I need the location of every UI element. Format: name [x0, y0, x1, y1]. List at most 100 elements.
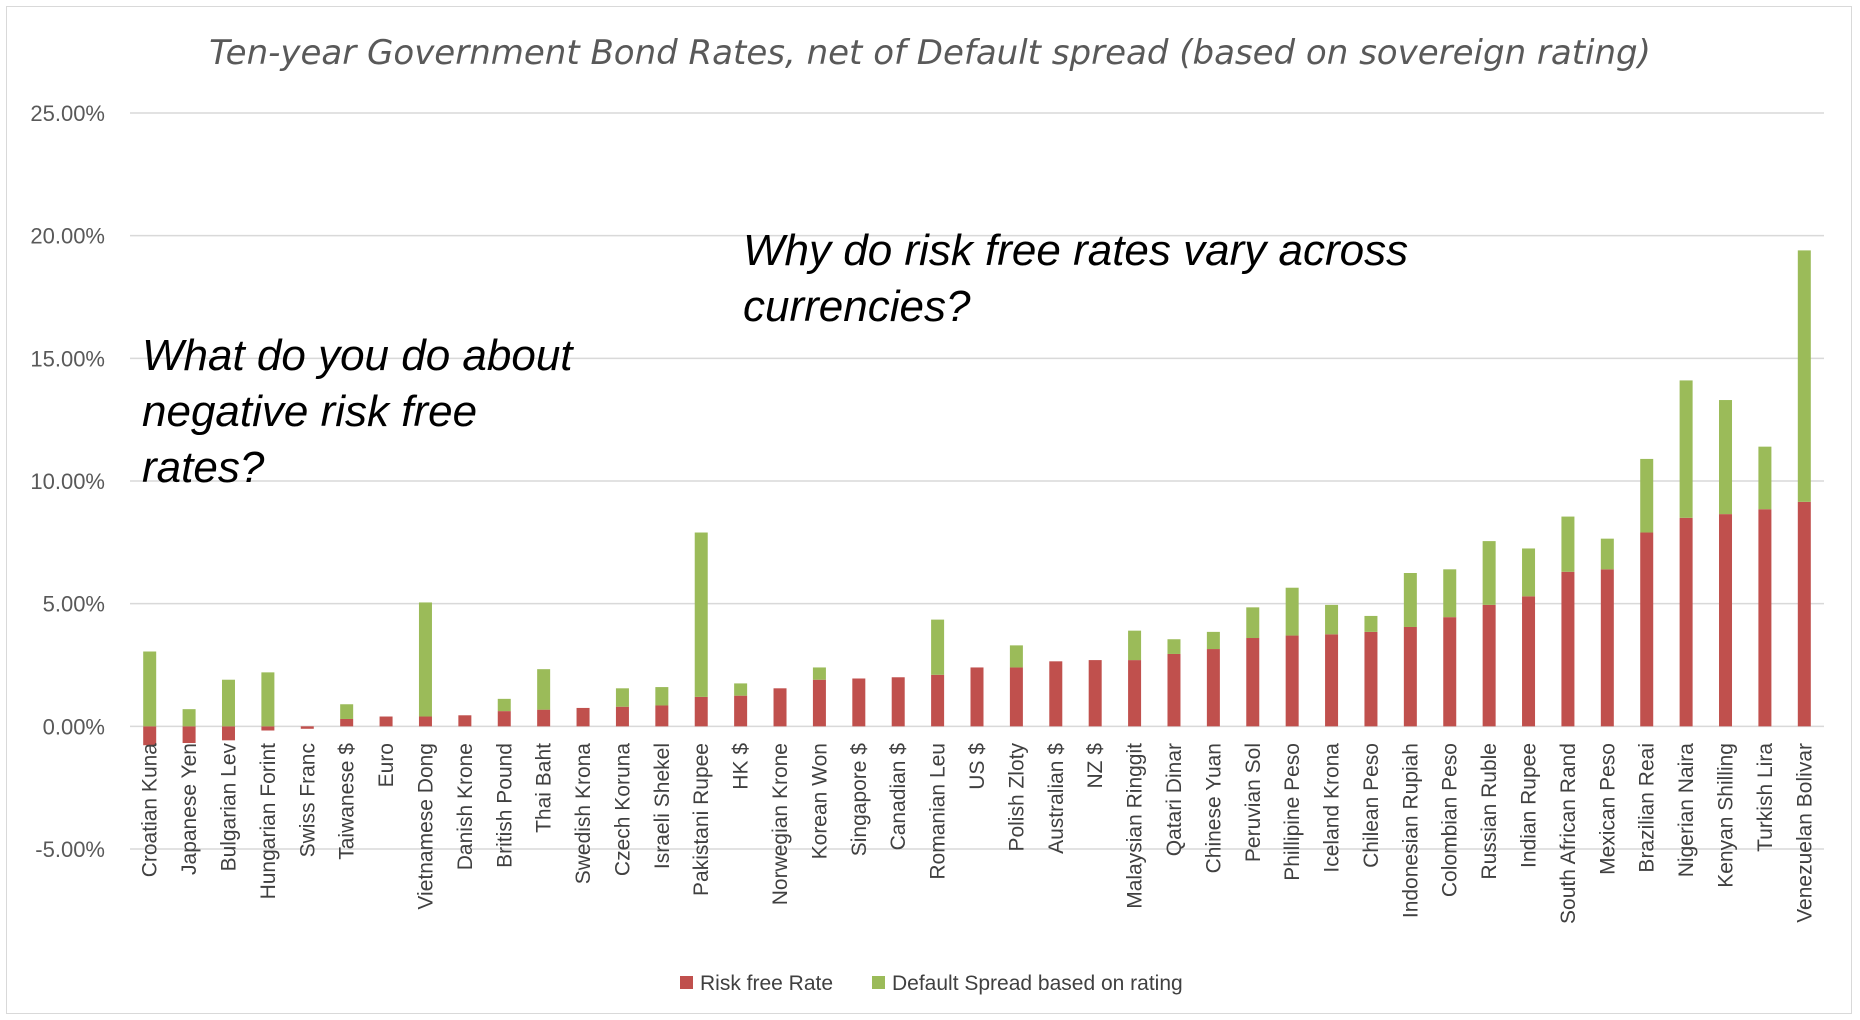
bar-default-spread-brazilian-reai — [1640, 458, 1654, 533]
bar-risk-free-malaysian-ringgit — [1128, 660, 1142, 727]
annotation-negative-rates: What do you do about negative risk free … — [142, 331, 585, 492]
bar-default-spread-mexican-peso — [1600, 538, 1614, 570]
bar-risk-free-turkish-lira — [1758, 509, 1772, 727]
x-category-label: Nigerian Naira — [1675, 743, 1698, 878]
bar-risk-free-canadian — [891, 677, 905, 727]
x-category-label: Mexican Peso — [1596, 743, 1619, 875]
bar-risk-free-israeli-shekel — [655, 705, 669, 727]
bar-risk-free-chinese-yuan — [1206, 649, 1220, 727]
bar-default-spread-nigerian-naira — [1679, 380, 1693, 518]
bar-default-spread-turkish-lira — [1758, 446, 1772, 510]
bar-risk-free-british-pound — [497, 711, 511, 727]
bars — [143, 250, 1811, 746]
annotation-currencies-line-2: currencies? — [743, 282, 971, 331]
x-category-label: Norwegian Krone — [769, 743, 792, 905]
bar-default-spread-phillipine-peso — [1285, 587, 1299, 636]
x-category-label: Indonesian Rupiah — [1399, 743, 1422, 918]
bar-risk-free-czech-koruna — [615, 706, 629, 727]
bar-default-spread-hk — [734, 683, 748, 696]
bar-default-spread-pakistani-rupee — [694, 532, 708, 697]
annotation-currencies: Why do risk free rates vary across curre… — [743, 226, 1420, 331]
bar-default-spread-indian-rupee — [1522, 548, 1536, 597]
y-axis-tick-labels: 25.00% 20.00% 15.00% 10.00% 5.00% 0.00% -5.00% — [30, 101, 105, 862]
bar-default-spread-israeli-shekel — [655, 687, 669, 706]
bar-default-spread-malaysian-ringgit — [1128, 630, 1142, 661]
y-tick-label: 0.00% — [43, 714, 105, 739]
x-category-label: Bulgarian Lev — [217, 743, 240, 872]
x-category-label: Hungarian Forint — [257, 743, 280, 900]
chart-frame — [6, 6, 1852, 1014]
bar-risk-free-swedish-krona — [576, 707, 590, 727]
bar-risk-free-danish-krone — [458, 715, 472, 727]
x-category-label: Czech Koruna — [611, 743, 634, 876]
x-category-label: Turkish Lira — [1754, 743, 1777, 852]
x-category-label: Vietnamese Dong — [414, 743, 437, 910]
x-category-label: Chinese Yuan — [1202, 743, 1225, 873]
legend-label-default-spread: Default Spread based on rating — [892, 972, 1183, 995]
bar-default-spread-kenyan-shilling — [1719, 400, 1733, 515]
bar-risk-free-singapore — [852, 678, 866, 727]
bar-risk-free-iceland-krona — [1325, 634, 1339, 727]
bar-risk-free-kenyan-shilling — [1719, 514, 1733, 727]
x-category-label: Israeli Shekel — [651, 743, 674, 869]
bar-risk-free-romanian-leu — [931, 674, 945, 727]
y-tick-label: 20.00% — [30, 224, 105, 249]
bar-default-spread-thai-baht — [537, 669, 551, 710]
x-category-label: Colombian Peso — [1439, 743, 1462, 897]
bar-default-spread-indonesian-rupiah — [1403, 573, 1417, 627]
bar-default-spread-japanese-yen — [182, 709, 196, 727]
x-category-label: HK $ — [730, 743, 753, 790]
bar-risk-free-venezuelan-bolivar — [1797, 501, 1811, 727]
annotation-negative-rates-line-2: negative risk free — [142, 387, 477, 436]
x-category-label: Korean Won — [808, 743, 831, 859]
bar-default-spread-korean-won — [812, 667, 826, 680]
bar-risk-free-australian — [1049, 661, 1063, 727]
x-category-label: Euro — [375, 743, 398, 787]
bar-risk-free-mexican-peso — [1600, 569, 1614, 727]
bar-risk-free-thai-baht — [537, 709, 551, 727]
bar-risk-free-hk — [734, 695, 748, 727]
bar-risk-free-qatari-dinar — [1167, 653, 1181, 727]
x-category-label: Brazilian Reai — [1636, 743, 1659, 873]
x-category-label: Polish Zloty — [1005, 743, 1028, 852]
x-category-label: Swedish Krona — [572, 743, 595, 885]
bar-default-spread-romanian-leu — [931, 619, 945, 675]
bar-default-spread-peruvian-sol — [1246, 607, 1260, 639]
annotation-negative-rates-line-3: rates? — [142, 443, 265, 492]
chart-title: Ten-year Government Bond Rates, net of D… — [209, 33, 1651, 73]
x-category-label: Iceland Krona — [1321, 743, 1344, 873]
bar-default-spread-russian-ruble — [1482, 541, 1496, 605]
bar-risk-free-chilean-peso — [1364, 631, 1378, 727]
bar-default-spread-chinese-yuan — [1206, 631, 1220, 650]
x-category-label: Qatari Dinar — [1163, 743, 1186, 856]
x-axis-category-labels: Croatian Kuna Japanese Yen Bulgarian Lev Hu… — [139, 743, 1817, 924]
bar-risk-free-phillipine-peso — [1285, 635, 1299, 727]
bar-default-spread-bulgarian-lev — [221, 679, 235, 727]
x-category-label: Australian $ — [1045, 743, 1068, 854]
x-category-label: Singapore $ — [848, 743, 871, 857]
x-category-label: Indian Rupee — [1518, 743, 1541, 868]
x-category-label: Swiss Franc — [296, 743, 319, 857]
bar-risk-free-peruvian-sol — [1246, 638, 1260, 727]
bar-risk-free-hungarian-forint — [261, 726, 275, 731]
bar-risk-free-bulgarian-lev — [221, 726, 235, 741]
bar-default-spread-croatian-kuna — [143, 651, 157, 727]
bar-risk-free-polish-zloty — [1009, 667, 1023, 727]
x-category-label: Peruvian Sol — [1242, 743, 1265, 862]
bar-risk-free-south-african-rand — [1561, 571, 1575, 727]
x-category-label: Chilean Peso — [1360, 743, 1383, 868]
bar-risk-free-japanese-yen — [182, 726, 196, 744]
legend: Risk free Rate Default Spread based on r… — [680, 972, 1183, 995]
y-tick-label: 10.00% — [30, 469, 105, 494]
y-tick-label: 15.00% — [30, 346, 105, 371]
bar-default-spread-taiwanese — [340, 704, 354, 719]
x-category-label: US $ — [966, 743, 989, 790]
bar-default-spread-czech-koruna — [615, 688, 629, 707]
bar-risk-free-nigerian-naira — [1679, 517, 1693, 727]
bar-risk-free-russian-ruble — [1482, 604, 1496, 727]
bar-risk-free-us — [970, 667, 984, 727]
y-tick-label: 5.00% — [43, 592, 105, 617]
bar-risk-free-taiwanese — [340, 718, 354, 727]
bar-default-spread-chilean-peso — [1364, 615, 1378, 632]
bar-risk-free-vietnamese-dong — [418, 716, 432, 727]
